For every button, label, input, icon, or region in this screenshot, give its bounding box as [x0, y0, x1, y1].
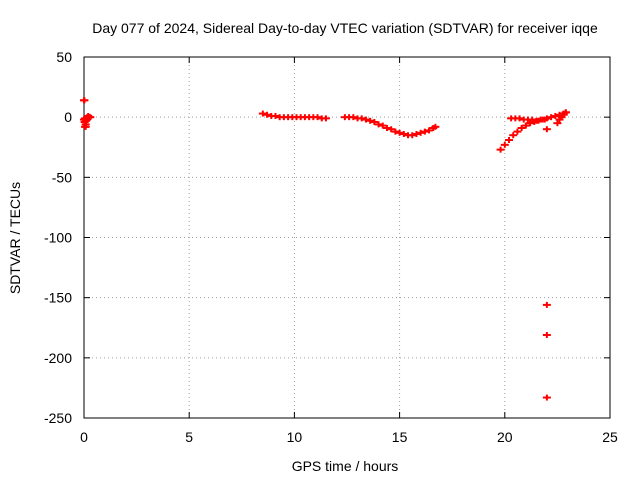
data-point — [321, 115, 330, 122]
axis-ticks: 0 5 10 15 20 25 -250 -200 -150 -100 -50 0 50 — [44, 49, 618, 445]
data-point — [313, 114, 322, 121]
x-tick-label: 10 — [287, 429, 303, 445]
y-tick-label: 50 — [56, 49, 72, 65]
data-point — [517, 124, 526, 131]
data-point — [382, 124, 391, 131]
data-point — [399, 131, 408, 138]
x-tick-label: 20 — [497, 429, 513, 445]
data-point — [509, 132, 518, 139]
data-point — [528, 116, 537, 123]
data-point — [542, 126, 551, 133]
y-tick-label: -50 — [52, 169, 72, 185]
y-tick-label: -250 — [44, 410, 72, 426]
data-point — [408, 132, 417, 139]
x-tick-label: 25 — [602, 429, 618, 445]
data-point — [81, 123, 90, 130]
data-point — [271, 112, 280, 119]
data-point — [86, 114, 95, 121]
data-point — [258, 110, 267, 117]
x-tick-label: 15 — [392, 429, 408, 445]
grid — [84, 57, 610, 418]
y-axis-label: SDTVAR / TECUs — [7, 182, 23, 294]
data-point — [505, 137, 514, 144]
data-point — [515, 115, 524, 122]
data-point — [500, 141, 509, 148]
data-point — [420, 128, 429, 135]
data-point — [349, 114, 358, 121]
data-point — [431, 123, 440, 130]
data-point — [542, 331, 551, 338]
data-point — [378, 122, 387, 129]
data-point — [513, 128, 522, 135]
data-point — [553, 120, 562, 127]
data-point — [542, 301, 551, 308]
data-point — [366, 117, 375, 124]
data-point — [412, 131, 421, 138]
data-point — [391, 128, 400, 135]
y-tick-label: -150 — [44, 290, 72, 306]
data-point — [80, 97, 89, 104]
y-tick-label: -200 — [44, 350, 72, 366]
x-axis-label: GPS time / hours — [292, 458, 399, 474]
data-point — [357, 115, 366, 122]
y-tick-label: -100 — [44, 230, 72, 246]
plot-frame — [83, 56, 611, 419]
data-points — [80, 97, 570, 401]
y-tick-label: 0 — [64, 109, 72, 125]
data-point — [395, 129, 404, 136]
data-point — [496, 146, 505, 153]
data-point — [540, 116, 549, 123]
data-point — [526, 120, 535, 127]
chart-title: Day 077 of 2024, Sidereal Day-to-day VTE… — [92, 20, 598, 36]
data-point — [387, 126, 396, 133]
data-point — [561, 109, 570, 116]
data-point — [416, 129, 425, 136]
data-point — [532, 117, 541, 124]
data-point — [263, 111, 272, 118]
x-tick-label: 5 — [185, 429, 193, 445]
data-point — [370, 118, 379, 125]
data-point — [551, 112, 560, 119]
x-tick-label: 0 — [80, 429, 88, 445]
data-point — [547, 114, 556, 121]
data-point — [425, 127, 434, 134]
data-point — [374, 121, 383, 128]
data-point — [521, 122, 530, 129]
data-point — [361, 116, 370, 123]
data-point — [542, 394, 551, 401]
